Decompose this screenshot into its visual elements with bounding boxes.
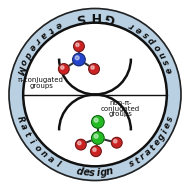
Circle shape: [76, 139, 86, 150]
Circle shape: [114, 139, 117, 143]
Text: non-π-: non-π-: [109, 100, 132, 106]
Text: o: o: [153, 42, 163, 52]
Text: π-conjugated: π-conjugated: [18, 77, 64, 83]
Text: o: o: [32, 143, 43, 154]
Circle shape: [78, 141, 81, 145]
Text: a: a: [18, 122, 28, 131]
Text: groups: groups: [108, 111, 132, 117]
Text: p: p: [147, 35, 158, 46]
Text: t: t: [149, 143, 158, 152]
Text: n: n: [158, 50, 168, 59]
Circle shape: [91, 146, 101, 156]
Circle shape: [75, 56, 79, 60]
Circle shape: [92, 116, 104, 128]
Circle shape: [94, 118, 98, 122]
Text: a: a: [39, 29, 49, 40]
Circle shape: [91, 66, 94, 69]
Text: i: i: [160, 128, 169, 135]
Circle shape: [61, 66, 64, 69]
Text: n: n: [39, 149, 49, 160]
Text: e: e: [53, 20, 63, 30]
Text: t: t: [46, 25, 55, 34]
Text: g: g: [100, 167, 108, 178]
Text: s: s: [165, 115, 175, 123]
Text: t: t: [22, 131, 32, 139]
Text: d: d: [76, 166, 84, 177]
Text: a: a: [46, 154, 55, 165]
Circle shape: [23, 23, 167, 166]
Text: M: M: [14, 65, 26, 76]
Circle shape: [94, 134, 98, 138]
Text: H: H: [90, 9, 100, 22]
Text: r: r: [139, 152, 148, 162]
Text: d: d: [22, 50, 32, 59]
Text: n: n: [106, 166, 114, 177]
Text: S: S: [74, 10, 86, 24]
Text: g: g: [156, 132, 167, 142]
Circle shape: [74, 41, 84, 52]
Text: e: e: [165, 66, 175, 74]
Text: r: r: [33, 36, 42, 45]
Circle shape: [93, 148, 96, 151]
Text: e: e: [82, 167, 90, 178]
Text: s: s: [162, 58, 172, 66]
Text: r: r: [128, 20, 136, 30]
Circle shape: [73, 53, 85, 66]
Text: groups: groups: [29, 83, 53, 89]
Text: s: s: [141, 30, 151, 40]
Text: e: e: [135, 24, 144, 35]
Text: o: o: [18, 58, 28, 67]
Circle shape: [9, 9, 181, 180]
Text: e: e: [162, 121, 173, 129]
Circle shape: [76, 43, 79, 46]
Text: t: t: [134, 156, 142, 166]
Text: e: e: [152, 138, 163, 147]
Circle shape: [59, 64, 69, 74]
Circle shape: [92, 132, 104, 144]
Circle shape: [112, 137, 122, 148]
Text: s: s: [89, 168, 95, 178]
Text: i: i: [28, 138, 36, 146]
Text: a: a: [143, 147, 154, 158]
Circle shape: [89, 64, 99, 74]
Text: R: R: [15, 114, 25, 123]
Text: G: G: [104, 10, 116, 25]
Text: l: l: [55, 160, 61, 169]
Text: conjugated: conjugated: [101, 106, 140, 112]
Text: e: e: [27, 42, 37, 52]
Text: i: i: [96, 168, 100, 178]
Text: s: s: [128, 159, 136, 169]
